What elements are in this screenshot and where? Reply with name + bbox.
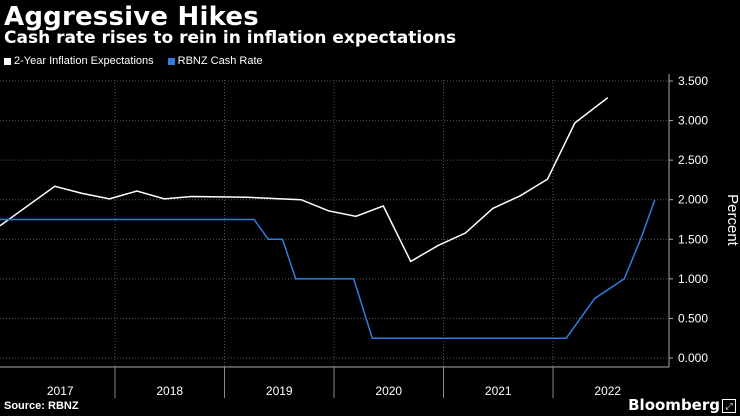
y-tick-label-4: 2.000	[678, 193, 708, 207]
x-tick-label-2021: 2021	[485, 384, 512, 398]
legend: 2-Year Inflation Expectations RBNZ Cash …	[4, 55, 263, 67]
legend-swatch-inflation	[4, 57, 11, 65]
source-note: Source: RBNZ	[4, 400, 79, 412]
x-tick-label-2019: 2019	[266, 384, 293, 398]
chart-title: Aggressive Hikes	[4, 2, 259, 32]
x-tick-label-2022: 2022	[594, 384, 621, 398]
x-tick-label-2020: 2020	[375, 384, 402, 398]
series-line-inflation-expectations	[0, 97, 609, 263]
bloomberg-terminal-icon: ⤢	[722, 399, 736, 413]
bloomberg-logo: Bloomberg	[628, 396, 720, 414]
y-tick-label-7: 3.500	[678, 74, 708, 88]
chart-subtitle: Cash rate rises to rein in inflation exp…	[4, 28, 457, 48]
legend-item-inflation: 2-Year Inflation Expectations	[4, 55, 154, 67]
legend-label-inflation: 2-Year Inflation Expectations	[14, 55, 154, 67]
y-tick-label-3: 1.500	[678, 232, 708, 246]
series-line-cash-rate	[0, 199, 656, 339]
y-tick-label-5: 2.500	[678, 153, 708, 167]
x-tick-label-2017: 2017	[47, 384, 74, 398]
y-tick-label-1: 0.500	[678, 311, 708, 325]
y-tick-label-0: 0.000	[678, 351, 708, 365]
y-axis-title: Percent	[724, 194, 740, 247]
y-tick-label-2: 1.000	[678, 272, 708, 286]
y-tick-label-6: 3.000	[678, 114, 708, 128]
legend-item-cash-rate: RBNZ Cash Rate	[167, 55, 263, 67]
x-tick-label-2018: 2018	[156, 384, 183, 398]
legend-label-cash-rate: RBNZ Cash Rate	[177, 55, 263, 67]
legend-swatch-cash-rate	[167, 57, 175, 65]
